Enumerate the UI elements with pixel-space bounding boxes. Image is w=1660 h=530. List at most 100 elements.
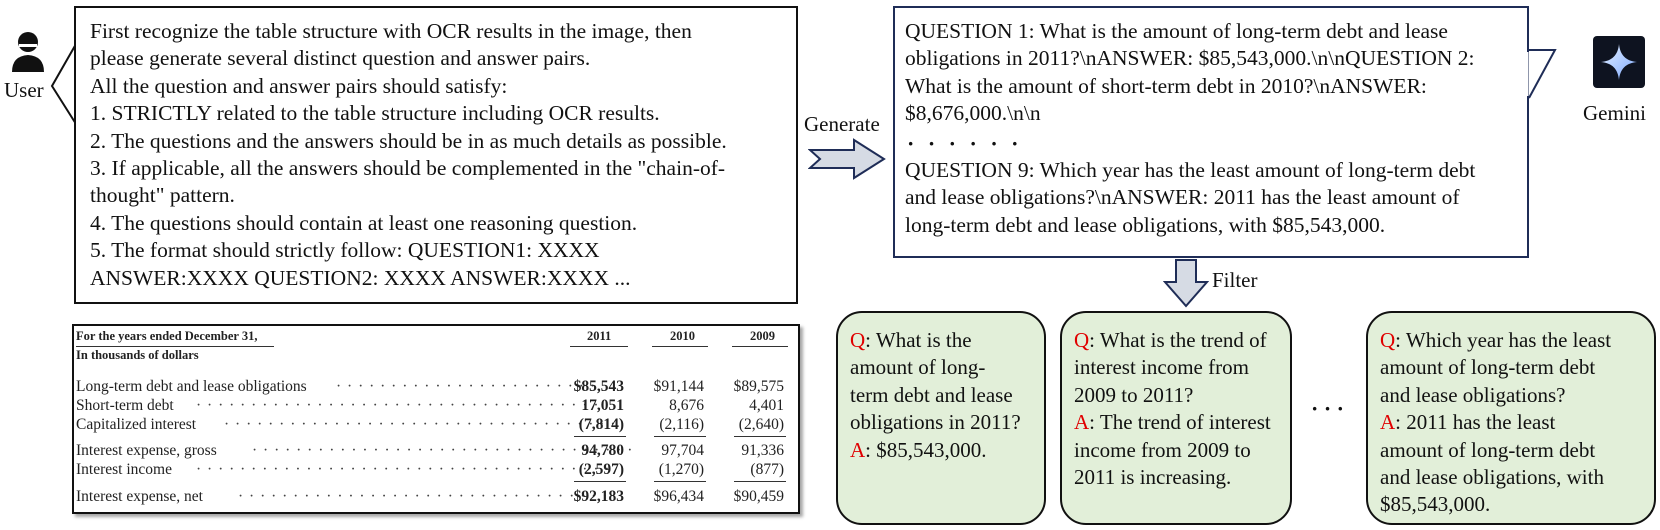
table-cell-2009: $90,459: [733, 488, 784, 505]
table-cell-2009: 4,401: [749, 397, 784, 414]
answer-text: amount of long-term debt: [1380, 437, 1596, 462]
answer-text: income from 2009 to: [1074, 437, 1251, 462]
question-prefix: Q: [850, 328, 866, 352]
response-line: QUESTION 1: What is the amount of long-t…: [905, 19, 1448, 43]
question-text: interest income from: [1074, 355, 1249, 380]
user-avatar-icon: [10, 30, 46, 74]
table-row-label: Interest expense, net: [76, 488, 203, 505]
prompt-line: thought" pattern.: [90, 183, 235, 208]
response-line: obligations in 2011?\nANSWER: $85,543,00…: [905, 46, 1475, 71]
answer-prefix: A: [1380, 410, 1396, 435]
response-tail: [1527, 49, 1557, 99]
qa-card: Q: What is the trend of interest income …: [1060, 311, 1292, 525]
table-cell-2010: 97,704: [661, 442, 704, 459]
prompt-line: ANSWER:XXXX QUESTION2: XXXX ANSWER:XXXX …: [90, 265, 631, 290]
table-cell-2011: 94,780: [581, 442, 624, 459]
prompt-tail: [50, 43, 77, 125]
answer-prefix: A: [850, 437, 866, 462]
table-row-label: Long-term debt and lease obligations: [76, 378, 307, 395]
question-text: amount of long-term debt: [1380, 355, 1596, 380]
table-cell-2010: 8,676: [669, 397, 704, 414]
answer-text: $85,543,000.: [1380, 492, 1491, 517]
total-rule: [734, 481, 786, 482]
response-ellipsis: · · · · · ·: [907, 130, 1023, 156]
year-2010-rule: [652, 346, 708, 347]
response-box: QUESTION 1: What is the amount of long-t…: [893, 6, 1529, 258]
subtotal-rule: [574, 436, 626, 437]
question-text: 2009 to 2011?: [1074, 382, 1194, 407]
year-2009-rule: [732, 346, 788, 347]
question-text: : What is the trend of: [1089, 328, 1267, 352]
table-cell-2009: $89,575: [733, 378, 784, 395]
response-line: long-term debt and lease obligations, wi…: [905, 212, 1386, 237]
table-row-dots: · · · · · · · · · · · · · · · · · · · · …: [238, 488, 609, 505]
prompt-line: 5. The format should strictly follow: QU…: [90, 238, 600, 263]
table-row-dots: · · · · · · · · · · · · · · · · · · · · …: [336, 378, 597, 395]
total-rule: [654, 481, 706, 482]
table-cell-2011: $85,543: [573, 378, 624, 395]
table-cell-2011: (7,814): [578, 416, 624, 433]
response-line: $8,676,000.\n\n: [905, 101, 1041, 126]
user-label: User: [4, 78, 44, 102]
response-line: What is the amount of short-term debt in…: [905, 73, 1427, 98]
prompt-line: 4. The questions should contain at least…: [90, 210, 638, 235]
question-text: amount of long-: [850, 355, 986, 380]
subtotal-rule: [734, 436, 786, 437]
question-prefix: Q: [1074, 328, 1090, 352]
table-row-label: Interest income: [76, 461, 172, 478]
qa-card: Q: Which year has the least amount of lo…: [1366, 311, 1656, 525]
generate-arrow-icon: [808, 138, 886, 180]
table-cell-2009: (2,640): [738, 416, 784, 433]
table-cell-2011: 17,051: [581, 397, 624, 414]
response-line: and lease obligations?\nANSWER: 2011 has…: [905, 185, 1460, 210]
table-image: For the years ended December 31, In thou…: [72, 324, 800, 514]
table-cell-2011: (2,597): [578, 461, 624, 478]
prompt-line: please generate several distinct questio…: [90, 46, 591, 71]
table-cell-2009: 91,336: [741, 442, 784, 459]
prompt-line: 2. The questions and the answers should …: [90, 128, 727, 153]
gemini-label: Gemini: [1583, 101, 1646, 125]
answer-text: : $85,543,000.: [865, 437, 987, 462]
question-text: : What is the: [865, 328, 972, 352]
answer-prefix: A: [1074, 410, 1090, 435]
cards-ellipsis: · · ·: [1311, 396, 1345, 421]
table-header-rule: [76, 346, 274, 347]
generate-label: Generate: [804, 112, 880, 136]
gemini-logo-icon: [1593, 36, 1645, 88]
year-2009-header: 2009: [750, 329, 775, 343]
table-cell-2010: (1,270): [658, 461, 704, 478]
table-row-dots: · · · · · · · · · · · · · · · · · · · · …: [196, 461, 611, 478]
total-rule: [574, 481, 626, 482]
table-cell-2010: $91,144: [653, 378, 704, 395]
response-line: QUESTION 9: Which year has the least amo…: [905, 158, 1476, 183]
table-cell-2011: $92,183: [573, 488, 624, 505]
question-text: obligations in 2011?: [850, 410, 1021, 435]
table-row-dots: · · · · · · · · · · · · · · · · · · · · …: [224, 416, 617, 433]
prompt-box: First recognize the table structure with…: [74, 6, 798, 304]
prompt-line: 3. If applicable, all the answers should…: [90, 156, 726, 181]
table-row-label: Short-term debt: [76, 397, 174, 414]
subtotal-rule: [654, 436, 706, 437]
table-cell-2009: (877): [750, 461, 784, 478]
year-2011-header: 2011: [587, 329, 612, 343]
question-text: : Which year has the least: [1395, 328, 1612, 352]
table-cell-2010: (2,116): [659, 416, 704, 433]
prompt-line: All the question and answer pairs should…: [90, 73, 508, 98]
table-row-label: Interest expense, gross: [76, 442, 217, 459]
answer-text: : The trend of interest: [1089, 410, 1271, 435]
year-2010-header: 2010: [670, 329, 695, 343]
prompt-line: 1. STRICTLY related to the table structu…: [90, 101, 660, 126]
question-text: term debt and lease: [850, 382, 1013, 407]
table-row-label: Capitalized interest: [76, 416, 197, 433]
table-row-dots: · · · · · · · · · · · · · · · · · · · · …: [196, 397, 600, 414]
answer-text: and lease obligations, with: [1380, 465, 1604, 490]
table-header-units: In thousands of dollars: [76, 348, 199, 362]
question-text: and lease obligations?: [1380, 382, 1566, 407]
filter-label: Filter: [1212, 268, 1258, 292]
table-row-dots: · · · · · · · · · · · · · · · · · · · · …: [252, 442, 634, 459]
question-prefix: Q: [1380, 328, 1396, 352]
year-2011-rule: [570, 346, 628, 347]
answer-text: : 2011 has the least: [1395, 410, 1556, 435]
prompt-line: First recognize the table structure with…: [90, 19, 692, 43]
qa-card: Q: What is the amount of long- term debt…: [836, 311, 1046, 525]
